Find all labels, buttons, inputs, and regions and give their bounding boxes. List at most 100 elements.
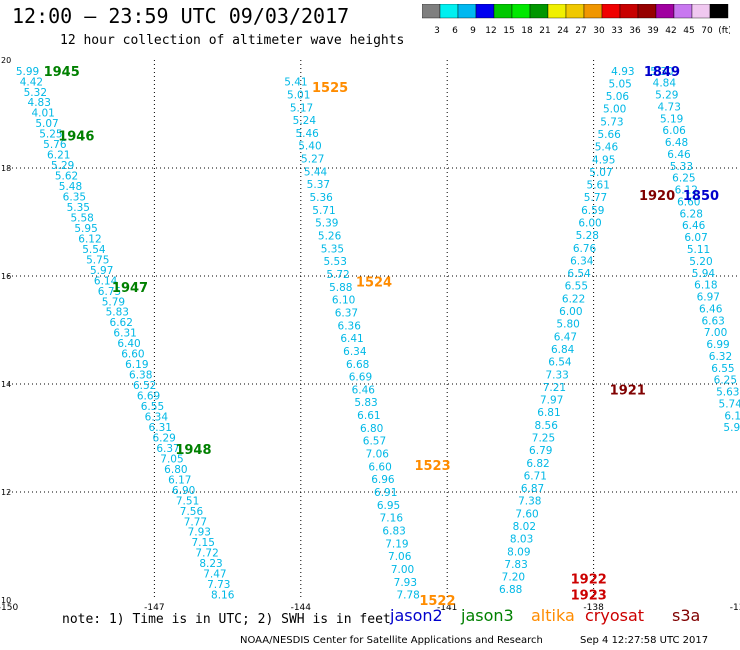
wave-height-value: 6.34: [343, 346, 367, 358]
wave-height-value: 6.71: [524, 470, 547, 482]
wave-height-value: 6.81: [537, 407, 560, 419]
wave-height-value: 5.39: [315, 218, 338, 230]
wave-height-value: 6.52: [133, 380, 156, 392]
color-scale-label: 3: [434, 26, 440, 36]
x-tick-label: -150: [0, 603, 18, 610]
wave-height-value: 5.54: [82, 244, 106, 256]
wave-height-value: 4.73: [658, 101, 681, 113]
wave-height-value: 5.29: [655, 90, 678, 102]
wave-height-value: 5.24: [293, 115, 317, 127]
pass-time-label: 1920: [639, 189, 675, 204]
wave-height-value: 6.10: [332, 295, 355, 307]
y-tick-label: 20: [1, 56, 11, 65]
wave-height-value: 8.09: [507, 546, 530, 558]
wave-height-value: 7.16: [380, 513, 404, 525]
credit-timestamp: Sep 4 12:27:58 UTC 2017: [580, 635, 709, 646]
y-tick-label: 16: [1, 272, 11, 281]
wave-height-value: 5.66: [597, 129, 621, 141]
wave-height-value: 5.41: [284, 77, 307, 89]
pass-time-label: 1850: [683, 189, 719, 204]
pass-time-label: 1524: [356, 275, 392, 290]
wave-height-value: 7.93: [394, 577, 417, 589]
wave-height-value: 5.94: [692, 268, 716, 280]
wave-height-value: 6.63: [701, 315, 724, 327]
wave-height-value: 4.95: [592, 154, 615, 166]
wave-height-value: 6.00: [559, 306, 582, 318]
color-scale-label: 18: [521, 26, 533, 36]
wave-height-value: 6.84: [551, 344, 575, 356]
wave-height-value: 5.32: [24, 87, 47, 99]
pass-time-label: 1522: [419, 594, 455, 609]
wave-height-value: 5.20: [689, 256, 712, 268]
wave-height-value: 6.54: [567, 268, 591, 280]
wave-height-value: 5.44: [304, 166, 328, 178]
wave-height-value: 7.06: [366, 449, 390, 461]
wave-height-value: 5.30: [650, 66, 673, 78]
wave-height-value: 5.07: [35, 118, 58, 130]
wave-height-value: 4.93: [611, 66, 634, 78]
wave-height-value: 5.07: [589, 167, 612, 179]
wave-height-value: 6.79: [529, 445, 552, 457]
wave-height-value: 6.25: [672, 173, 695, 185]
wave-height-value: 8.16: [211, 590, 235, 602]
wave-height-value: 6.91: [374, 487, 397, 499]
wave-height-value: 7.19: [385, 538, 408, 550]
wave-height-value: 6.83: [382, 525, 405, 537]
wave-height-value: 6.82: [526, 458, 549, 470]
wave-height-value: 8.56: [535, 420, 559, 432]
wave-height-value: 6.17: [168, 474, 191, 486]
wave-height-value: 7.06: [388, 551, 412, 563]
color-scale-label: 70: [701, 26, 713, 36]
wave-height-value: 6.80: [164, 464, 187, 476]
wave-height-value: 6.60: [121, 349, 144, 361]
wave-height-value: 7.21: [543, 382, 566, 394]
wave-height-value: 6.46: [682, 220, 706, 232]
satellite-legend-altika: altika: [531, 606, 575, 625]
pass-time-label: 1945: [44, 65, 80, 80]
wave-height-value: 5.11: [687, 244, 710, 256]
wave-height-value: 6.57: [363, 436, 386, 448]
wave-height-value: 6.37: [156, 443, 179, 455]
wave-height-value: 5.83: [354, 397, 377, 409]
wave-height-value: 6.88: [499, 584, 522, 596]
pass-time-label: 1922: [571, 572, 607, 587]
wave-height-value: 6.46: [699, 303, 723, 315]
wave-height-value: 6.60: [677, 196, 700, 208]
wave-height-value: 7.00: [391, 564, 414, 576]
wave-height-value: 5.48: [59, 181, 82, 193]
wave-height-value: 5.61: [587, 180, 610, 192]
pass-time-label: 1849: [644, 65, 680, 80]
wave-height-value: 6.54: [548, 357, 572, 369]
y-tick-label: 12: [1, 488, 11, 497]
wave-height-value: 5.95: [74, 223, 97, 235]
wave-height-value: 6.41: [340, 333, 363, 345]
color-scale-label: (ft): [718, 26, 730, 36]
wave-height-value: 6.68: [346, 359, 369, 371]
color-scale-label: 42: [665, 26, 676, 36]
wave-height-value: 6.59: [581, 205, 604, 217]
wave-height-value: 5.46: [595, 142, 619, 154]
wave-height-value: 5.06: [606, 91, 630, 103]
wave-height-value: 7.78: [396, 590, 419, 602]
wave-height-value: 6.46: [352, 384, 376, 396]
wave-height-value: 6.55: [141, 401, 164, 413]
x-tick-label: -141: [437, 603, 457, 610]
wave-height-value: 7.25: [532, 432, 555, 444]
color-scale-label: 24: [557, 26, 569, 36]
wave-height-value: 6.69: [349, 372, 372, 384]
pass-time-label: 1523: [414, 459, 450, 474]
wave-height-value: 6.34: [570, 255, 594, 267]
satellite-legend-cryosat: cryosat: [585, 606, 645, 625]
color-scale-label: 39: [647, 26, 659, 36]
wave-height-value: 4.42: [20, 76, 43, 88]
wave-height-value: 7.97: [540, 395, 563, 407]
wave-height-value: 6.25: [714, 375, 737, 387]
wave-height-value: 6.22: [562, 293, 585, 305]
wave-height-value: 6.48: [665, 137, 688, 149]
x-tick-label: -135: [730, 603, 740, 610]
wave-height-value: 7.00: [704, 327, 727, 339]
wave-height-value: 5.19: [660, 113, 683, 125]
wave-height-value: 6.07: [684, 232, 707, 244]
x-tick-label: -144: [291, 603, 312, 610]
wave-height-value: 6.61: [357, 410, 380, 422]
